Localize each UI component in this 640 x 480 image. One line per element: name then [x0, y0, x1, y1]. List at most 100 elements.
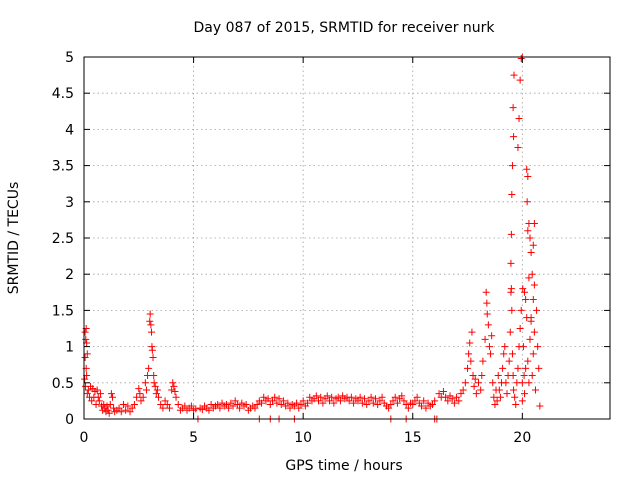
data-point: [413, 393, 421, 401]
data-point: [481, 335, 489, 343]
data-point: [365, 397, 373, 405]
data-point: [81, 328, 89, 336]
data-point: [461, 379, 469, 387]
data-point: [470, 382, 478, 390]
data-point: [268, 397, 276, 405]
data-point: [514, 364, 522, 372]
data-point: [524, 357, 532, 365]
data-point: [510, 71, 518, 79]
data-point: [529, 350, 537, 358]
data-point: [84, 386, 92, 394]
data-point: [420, 397, 428, 405]
data-point: [485, 343, 493, 351]
data-point: [150, 372, 158, 380]
data-point: [258, 399, 266, 407]
data-point: [493, 397, 501, 405]
data-point: [96, 390, 104, 398]
data-point: [205, 406, 213, 414]
data-point: [325, 397, 333, 405]
x-tick-label: 5: [189, 430, 198, 446]
data-point: [354, 397, 362, 405]
data-point: [519, 343, 527, 351]
data-point: [391, 393, 399, 401]
data-point: [88, 397, 96, 405]
data-point: [157, 401, 165, 409]
data-point: [528, 372, 536, 380]
data-point: [153, 386, 161, 394]
data-point: [358, 399, 366, 407]
data-point: [508, 191, 516, 199]
data-point: [528, 270, 536, 278]
data-point: [152, 390, 160, 398]
data-point: [459, 386, 467, 394]
data-point: [514, 144, 522, 151]
data-point: [525, 274, 533, 282]
data-point: [231, 397, 239, 405]
data-point: [323, 392, 331, 400]
data-point: [229, 402, 237, 410]
data-point: [465, 350, 473, 358]
data-point: [155, 393, 163, 401]
data-point: [297, 401, 305, 409]
data-point: [83, 390, 91, 398]
data-point: [491, 401, 499, 409]
data-point: [371, 395, 379, 403]
data-point: [534, 343, 542, 351]
data-point: [525, 379, 533, 387]
data-point: [468, 328, 476, 336]
data-point: [385, 404, 393, 412]
data-point: [510, 133, 518, 141]
axis-ticks: 0 0.5 1 1.5 2 2.5 3 3.5 4 4.5 5 0 5 10 15 20: [52, 50, 610, 446]
data-points: [81, 53, 544, 423]
data-point: [453, 393, 461, 401]
data-point: [334, 393, 342, 401]
data-point: [472, 390, 480, 398]
data-point: [119, 401, 127, 409]
x-tick-label: 10: [294, 430, 312, 446]
data-point: [520, 372, 528, 380]
y-tick-label: 4.5: [52, 86, 74, 102]
data-point: [530, 281, 538, 289]
data-point: [115, 404, 123, 412]
data-point: [477, 386, 485, 394]
data-point: [304, 399, 312, 407]
data-point: [165, 404, 173, 412]
data-point: [81, 353, 89, 361]
data-point: [521, 288, 529, 296]
data-point: [522, 296, 530, 304]
data-point: [531, 386, 539, 394]
data-point: [529, 241, 537, 249]
y-tick-label: 3: [65, 195, 74, 211]
data-point: [387, 401, 395, 409]
data-point: [141, 379, 149, 387]
data-point: [483, 299, 491, 307]
x-tick-label: 15: [404, 430, 422, 446]
data-point: [150, 379, 158, 387]
data-point: [507, 285, 515, 293]
data-point: [133, 393, 141, 401]
data-point: [151, 382, 159, 390]
data-point: [95, 397, 103, 405]
data-point: [145, 364, 153, 372]
data-point: [312, 392, 320, 400]
data-point: [170, 382, 178, 390]
data-point: [146, 310, 154, 318]
data-point: [374, 401, 382, 409]
data-point: [319, 399, 327, 407]
data-point: [496, 393, 504, 401]
x-tick-label: 20: [513, 430, 531, 446]
data-point: [356, 393, 364, 401]
data-point: [450, 399, 458, 407]
data-point: [400, 397, 408, 405]
y-tick-label: 1.5: [52, 303, 74, 319]
data-point: [264, 395, 272, 403]
data-point: [455, 397, 463, 405]
data-point: [501, 343, 509, 351]
data-point: [439, 387, 447, 395]
data-point: [81, 375, 89, 383]
data-point: [336, 397, 344, 405]
data-point: [103, 402, 111, 410]
data-point: [94, 393, 102, 401]
data-point: [508, 350, 516, 358]
